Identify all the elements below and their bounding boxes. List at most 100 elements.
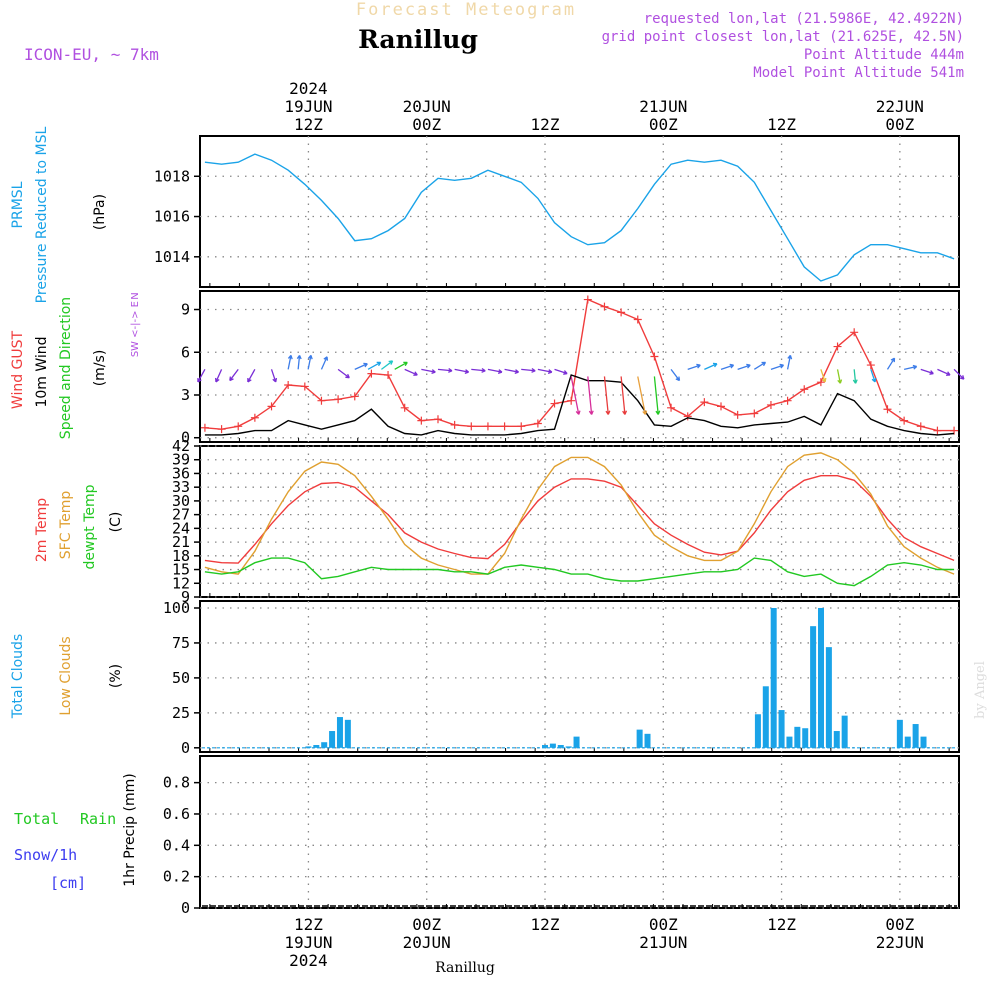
time-label-top: 19JUN	[284, 97, 332, 116]
y-tick-label: 0.2	[163, 868, 190, 886]
gust-marker	[533, 419, 542, 428]
cloud-bar	[305, 746, 312, 748]
wind-arrow	[296, 354, 302, 370]
y-tick-label: 36	[172, 464, 190, 482]
compass-n: N	[130, 292, 141, 299]
wind-arrow	[720, 363, 735, 370]
footer-location: Ranillug	[435, 960, 495, 976]
time-label-bottom: 00Z	[412, 915, 441, 934]
temp-label-2m: 2m Temp	[34, 498, 50, 562]
y-tick-label: 0	[181, 899, 190, 917]
precip-legend-total: Total	[14, 810, 59, 828]
gust-marker	[650, 352, 659, 361]
y-tick-label: 0	[181, 429, 190, 447]
wind-label-unit: (m/s)	[92, 350, 108, 387]
gust-marker	[483, 422, 492, 431]
cloud-bar	[557, 745, 564, 748]
cloud-bar	[329, 731, 336, 748]
wind-arrow	[953, 368, 965, 380]
time-label-top: 2024	[289, 79, 328, 98]
temp-label-sfc: SFC Temp	[58, 491, 74, 560]
y-tick-label: 1016	[154, 208, 190, 226]
gust-marker	[217, 425, 226, 434]
wind-arrow	[753, 361, 767, 370]
y-tick-label: 27	[172, 506, 190, 524]
wind-arrow	[770, 363, 785, 370]
series-dewpt-temp	[204, 557, 955, 587]
gust-marker	[417, 416, 426, 425]
y-tick-label: 12	[172, 574, 190, 592]
gust-marker	[234, 422, 243, 431]
time-label-bottom: 20JUN	[403, 933, 451, 952]
compass-we: W <-|-> E	[130, 301, 141, 351]
cloud-bar	[762, 686, 769, 748]
precip-legend-rain: Rain	[80, 810, 116, 828]
clouds-label-total: Total Clouds	[10, 634, 26, 719]
time-label-top: 20JUN	[403, 97, 451, 116]
gust-marker	[933, 426, 942, 435]
panel-frame	[199, 445, 960, 598]
wind-arrow	[620, 376, 628, 415]
wind-arrow	[454, 368, 470, 374]
gust-marker	[700, 398, 709, 407]
time-label-top: 12Z	[531, 115, 560, 134]
gust-marker	[583, 295, 592, 304]
y-tick-label: 1018	[154, 167, 190, 185]
cloud-bar	[786, 736, 793, 748]
wind-arrow	[487, 368, 503, 374]
gust-marker	[284, 381, 293, 390]
temp-label-unit: (C)	[108, 512, 124, 533]
gust-marker	[800, 385, 809, 394]
gust-marker	[334, 395, 343, 404]
wind-arrow	[471, 367, 486, 373]
wind-arrow	[637, 376, 648, 415]
gust-marker	[350, 392, 359, 401]
wind-arrow	[852, 369, 858, 384]
wind-arrow	[270, 369, 278, 383]
cloud-bar	[549, 743, 556, 748]
gust-marker	[467, 422, 476, 431]
panel-precip: 0 0.2 0.4 0.6 0.8	[163, 755, 960, 917]
precip-legend-cm: [cm]	[50, 874, 86, 892]
gust-marker	[517, 422, 526, 431]
wind-arrow	[421, 368, 436, 374]
wind-arrow	[504, 368, 520, 374]
time-label-top: 12Z	[767, 115, 796, 134]
gust-marker	[900, 416, 909, 425]
y-tick-label: 0.8	[163, 774, 190, 792]
pressure-label-unit: (hPa)	[92, 194, 108, 230]
time-label-top: 21JUN	[639, 97, 687, 116]
wind-arrow	[903, 364, 918, 370]
gust-marker	[317, 396, 326, 405]
y-tick-label: 0.6	[163, 805, 190, 823]
series-2m-temp	[204, 475, 955, 564]
pressure-label-prmsl: PRMSL	[10, 181, 26, 228]
cloud-bar	[778, 710, 785, 748]
y-tick-label: 33	[172, 478, 190, 496]
cloud-bar	[802, 728, 809, 748]
cloud-bar	[313, 745, 320, 748]
cloud-bar	[920, 736, 927, 748]
grid-point-coords: grid point closest lon,lat (21.625E, 42.…	[602, 29, 964, 45]
gust-marker	[766, 400, 775, 409]
time-label-top: 00Z	[885, 115, 914, 134]
wind-label-10m: 10m Wind	[34, 336, 50, 407]
cloud-bar	[573, 736, 580, 748]
gust-marker	[816, 378, 825, 387]
panel-frame	[199, 135, 960, 288]
cloud-bar	[344, 719, 351, 748]
time-label-top: 22JUN	[876, 97, 924, 116]
wind-arrow	[687, 363, 701, 370]
cloud-bar	[542, 745, 548, 748]
wind-arrow	[670, 368, 681, 382]
cloud-bar	[770, 607, 777, 748]
point-altitude: Point Altitude 444m	[804, 47, 964, 63]
time-label-top: 00Z	[412, 115, 441, 134]
panel-frame	[199, 290, 960, 443]
location-title: Ranillug	[358, 25, 478, 54]
cloud-bar	[336, 717, 343, 748]
y-tick-label: 25	[172, 704, 190, 722]
y-tick-label: 75	[172, 634, 190, 652]
pressure-label-msl: Pressure Reduced to MSL	[34, 126, 50, 303]
time-label-top: 12Z	[294, 115, 323, 134]
